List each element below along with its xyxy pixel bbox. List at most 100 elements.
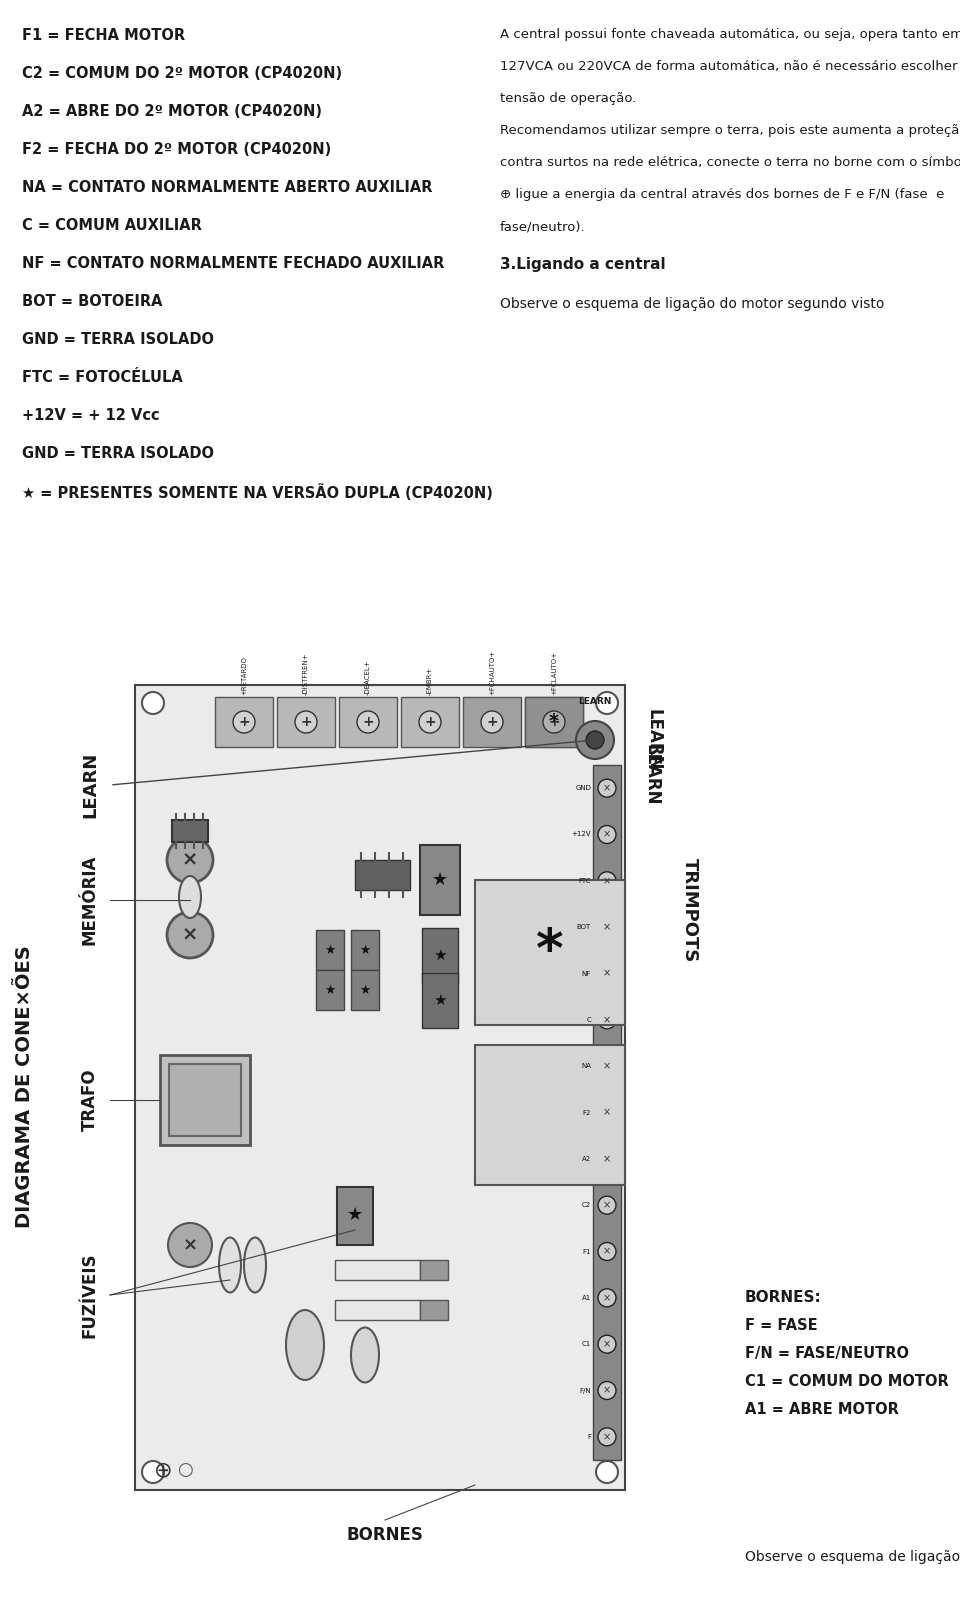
Text: +12V: +12V bbox=[571, 832, 591, 837]
Text: BOT = BOTOEIRA: BOT = BOTOEIRA bbox=[22, 294, 162, 310]
Bar bbox=[355, 860, 410, 890]
Circle shape bbox=[142, 693, 164, 714]
Circle shape bbox=[598, 779, 616, 796]
Text: +: + bbox=[238, 715, 250, 728]
Text: ★: ★ bbox=[433, 993, 446, 1007]
Text: FTC = FOTOCÉLULA: FTC = FOTOCÉLULA bbox=[22, 370, 182, 384]
Bar bbox=[475, 1045, 625, 1186]
Text: ×: × bbox=[603, 1061, 612, 1071]
Text: ×: × bbox=[181, 850, 198, 869]
Text: ×: × bbox=[603, 1293, 612, 1302]
Circle shape bbox=[596, 1461, 618, 1483]
Bar bbox=[169, 1064, 241, 1135]
Ellipse shape bbox=[179, 876, 201, 918]
Text: ★ = PRESENTES SOMENTE NA VERSÃO DUPLA (CP4020N): ★ = PRESENTES SOMENTE NA VERSÃO DUPLA (C… bbox=[22, 483, 492, 501]
Text: ★: ★ bbox=[359, 944, 371, 957]
Bar bbox=[337, 1187, 373, 1246]
Circle shape bbox=[598, 873, 616, 890]
Text: C: C bbox=[587, 1017, 591, 1023]
Text: ×: × bbox=[603, 1200, 612, 1210]
Text: ★: ★ bbox=[324, 944, 336, 957]
Text: BORNES: BORNES bbox=[347, 1526, 423, 1544]
Text: A2 = ABRE DO 2º MOTOR (CP4020N): A2 = ABRE DO 2º MOTOR (CP4020N) bbox=[22, 104, 322, 118]
Text: +12V = + 12 Vcc: +12V = + 12 Vcc bbox=[22, 409, 159, 423]
Text: fase/neutro).: fase/neutro). bbox=[500, 221, 586, 234]
Text: LEARN: LEARN bbox=[643, 744, 661, 806]
Text: C2: C2 bbox=[582, 1202, 591, 1208]
Text: NF = CONTATO NORMALMENTE FECHADO AUXILIAR: NF = CONTATO NORMALMENTE FECHADO AUXILIA… bbox=[22, 256, 444, 271]
Text: ★: ★ bbox=[432, 871, 448, 889]
Text: F/N = FASE/NEUTRO: F/N = FASE/NEUTRO bbox=[745, 1346, 909, 1361]
Text: NF: NF bbox=[582, 970, 591, 976]
Text: ×: × bbox=[603, 1153, 612, 1165]
Text: F2 = FECHA DO 2º MOTOR (CP4020N): F2 = FECHA DO 2º MOTOR (CP4020N) bbox=[22, 143, 331, 157]
Circle shape bbox=[543, 710, 565, 733]
Text: GND: GND bbox=[575, 785, 591, 792]
Circle shape bbox=[576, 722, 614, 759]
Bar bbox=[135, 684, 625, 1491]
Ellipse shape bbox=[244, 1238, 266, 1293]
Ellipse shape bbox=[286, 1311, 324, 1380]
Text: ×: × bbox=[181, 926, 198, 944]
Text: ×: × bbox=[603, 1340, 612, 1350]
Bar bbox=[593, 766, 621, 1460]
Text: F2: F2 bbox=[583, 1109, 591, 1116]
Text: -DISTFREN+: -DISTFREN+ bbox=[303, 652, 309, 694]
Bar bbox=[422, 928, 458, 983]
Circle shape bbox=[167, 912, 213, 959]
Text: +: + bbox=[362, 715, 373, 728]
Text: ×: × bbox=[603, 1385, 612, 1395]
Circle shape bbox=[598, 1242, 616, 1260]
Text: ★: ★ bbox=[359, 983, 371, 996]
Bar bbox=[316, 970, 344, 1011]
Text: C2 = COMUM DO 2º MOTOR (CP4020N): C2 = COMUM DO 2º MOTOR (CP4020N) bbox=[22, 67, 342, 81]
Text: C1: C1 bbox=[582, 1341, 591, 1348]
Circle shape bbox=[598, 1058, 616, 1075]
Circle shape bbox=[168, 1223, 212, 1267]
Bar bbox=[351, 929, 379, 970]
Text: A2: A2 bbox=[582, 1156, 591, 1161]
Text: Observe o esquema de ligação do motor segundo visto: Observe o esquema de ligação do motor se… bbox=[500, 297, 884, 311]
Bar bbox=[215, 697, 273, 748]
Text: LEARN: LEARN bbox=[81, 753, 99, 817]
Text: ×: × bbox=[603, 1432, 612, 1442]
Text: ×: × bbox=[603, 876, 612, 886]
Bar bbox=[401, 697, 459, 748]
Circle shape bbox=[295, 710, 317, 733]
Text: ★: ★ bbox=[347, 1207, 363, 1225]
Text: +: + bbox=[424, 715, 436, 728]
Bar bbox=[420, 1260, 448, 1280]
Text: A1: A1 bbox=[582, 1294, 591, 1301]
Circle shape bbox=[598, 918, 616, 936]
Text: *: * bbox=[537, 926, 564, 978]
Text: GND = TERRA ISOLADO: GND = TERRA ISOLADO bbox=[22, 446, 214, 461]
Circle shape bbox=[357, 710, 379, 733]
Bar bbox=[525, 697, 583, 748]
Text: +: + bbox=[548, 715, 560, 728]
Circle shape bbox=[598, 1382, 616, 1400]
Text: FUZÍVEIS: FUZÍVEIS bbox=[81, 1252, 99, 1338]
Text: BOT: BOT bbox=[577, 925, 591, 929]
Text: +: + bbox=[300, 715, 312, 728]
Text: ×: × bbox=[603, 968, 612, 978]
Circle shape bbox=[598, 1195, 616, 1215]
Circle shape bbox=[598, 826, 616, 843]
Text: ×: × bbox=[603, 1246, 612, 1257]
Text: +: + bbox=[486, 715, 498, 728]
Text: ⊕: ⊕ bbox=[154, 1460, 172, 1479]
Text: Recomendamos utilizar sempre o terra, pois este aumenta a proteção: Recomendamos utilizar sempre o terra, po… bbox=[500, 123, 960, 136]
Text: C1 = COMUM DO MOTOR: C1 = COMUM DO MOTOR bbox=[745, 1374, 948, 1388]
Text: BORNES:: BORNES: bbox=[745, 1289, 822, 1306]
Text: -DEACEL+: -DEACEL+ bbox=[365, 660, 371, 694]
Text: ★: ★ bbox=[433, 947, 446, 962]
Circle shape bbox=[233, 710, 255, 733]
Circle shape bbox=[481, 710, 503, 733]
Circle shape bbox=[543, 710, 565, 733]
Text: ×: × bbox=[603, 1108, 612, 1118]
Text: 3.Ligando a central: 3.Ligando a central bbox=[500, 256, 665, 272]
Text: F: F bbox=[587, 1434, 591, 1440]
Text: ×: × bbox=[603, 783, 612, 793]
Text: A1 = ABRE MOTOR: A1 = ABRE MOTOR bbox=[745, 1401, 899, 1418]
Text: F1: F1 bbox=[583, 1249, 591, 1254]
Text: -EMBR+: -EMBR+ bbox=[427, 667, 433, 694]
